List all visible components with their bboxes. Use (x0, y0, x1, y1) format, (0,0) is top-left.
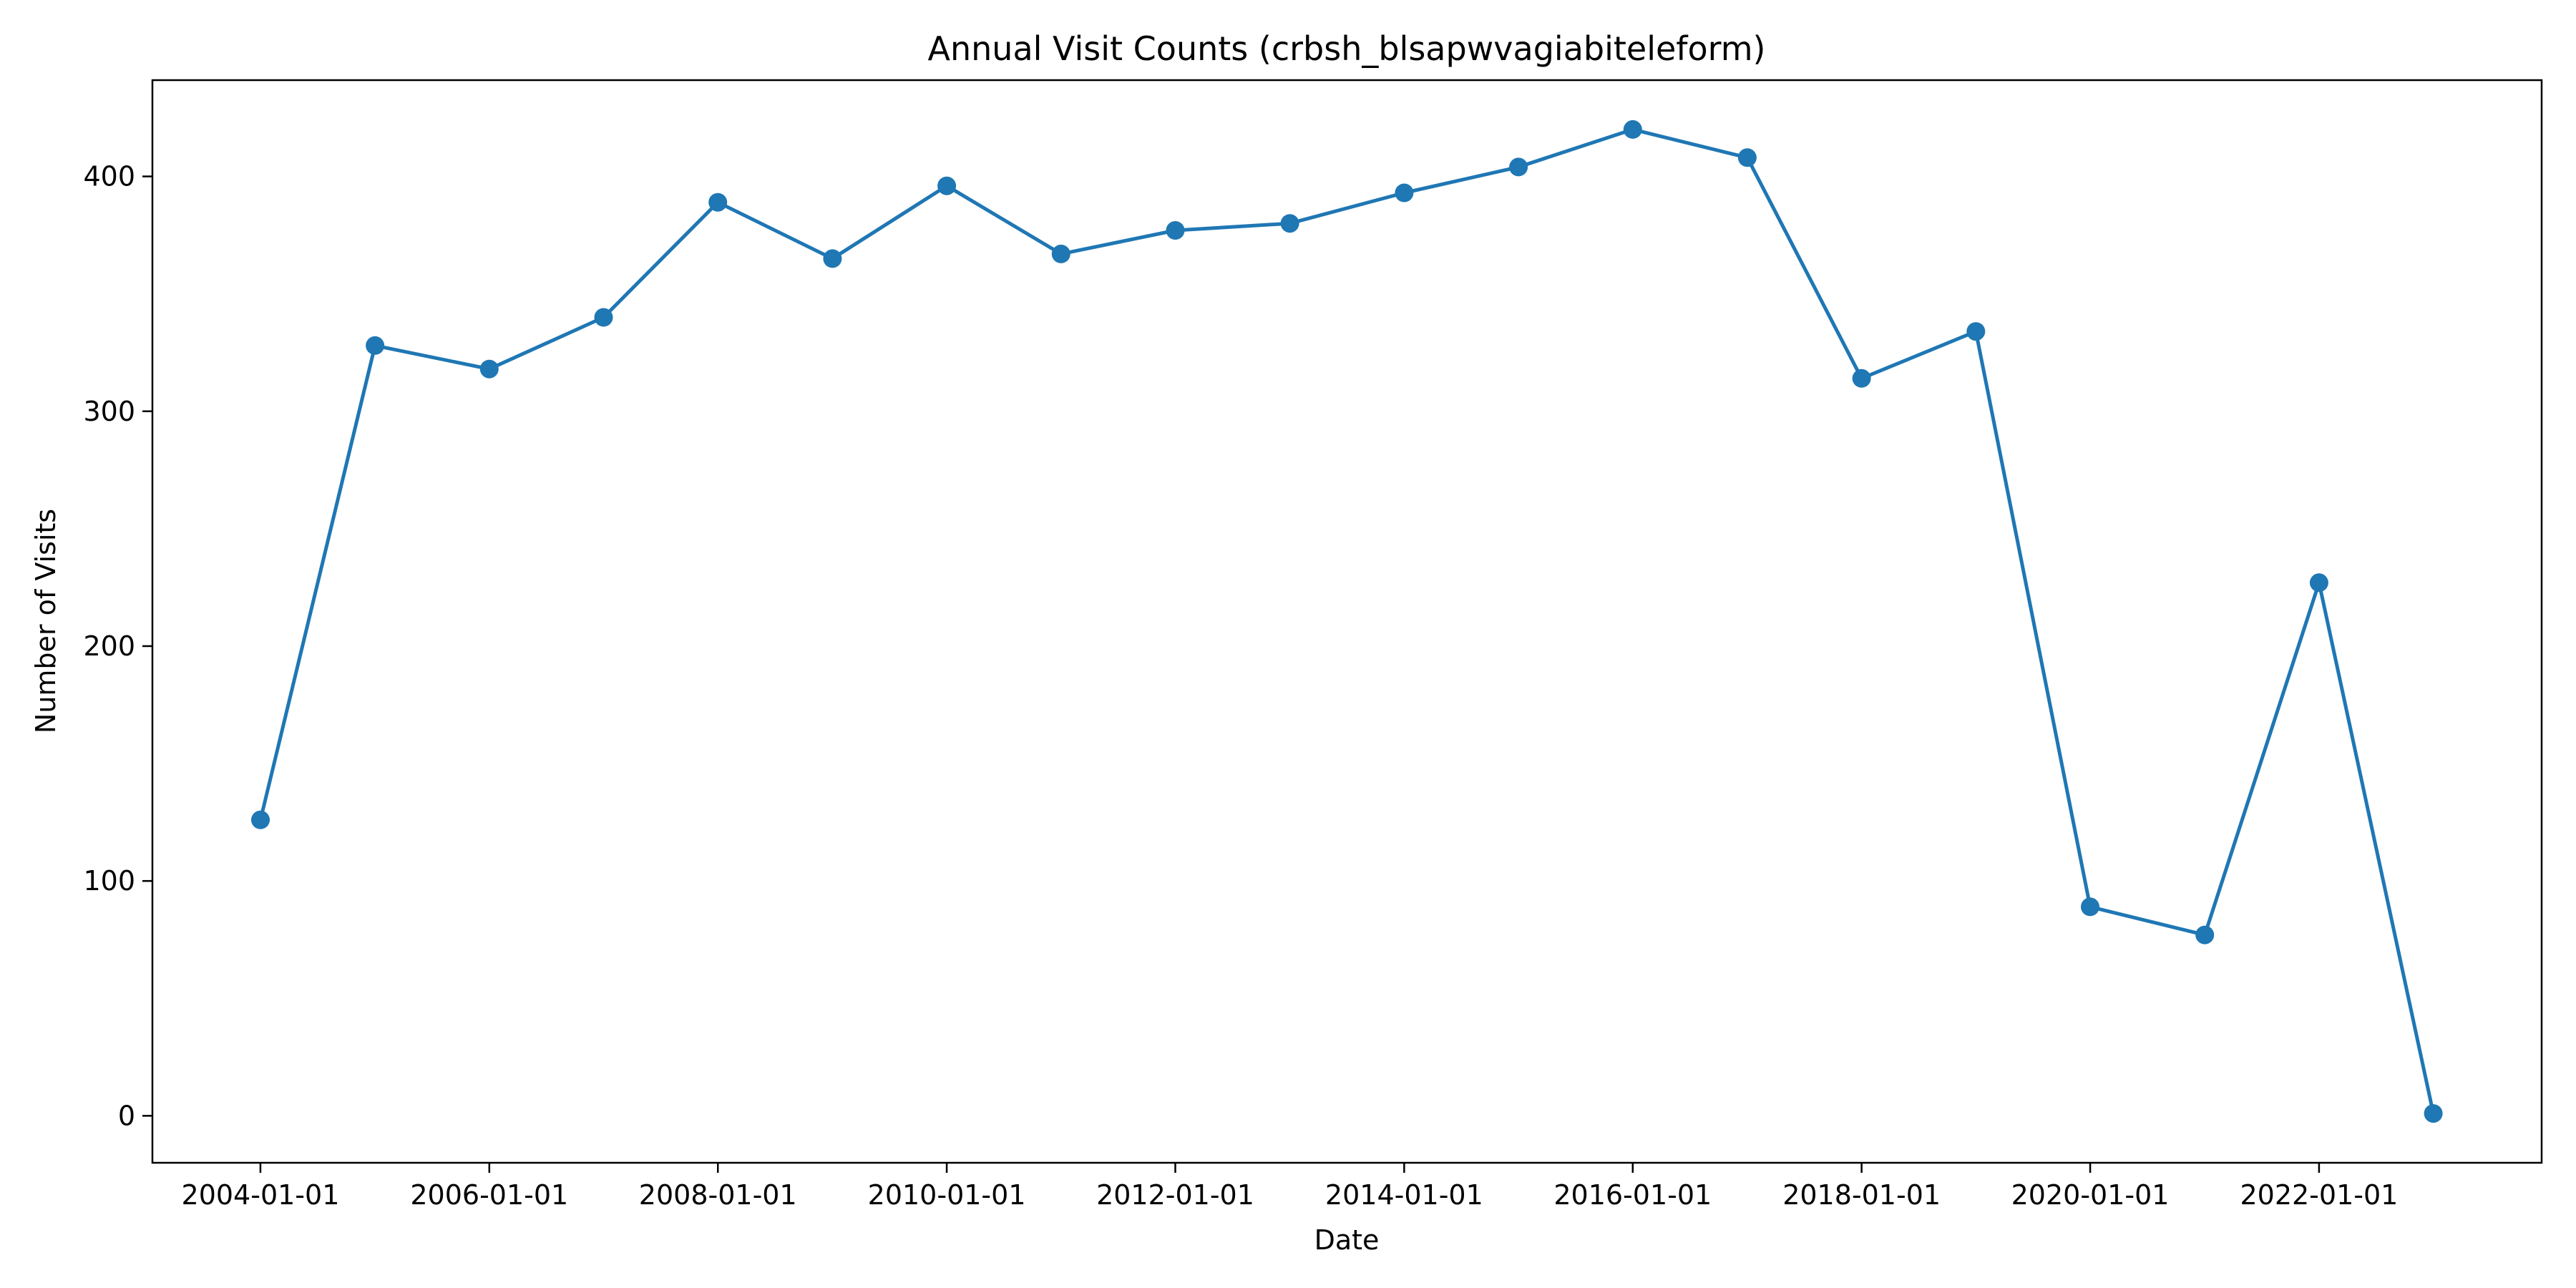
y-tick-label: 100 (83, 865, 135, 897)
x-tick-label: 2008-01-01 (639, 1179, 797, 1211)
y-tick-label: 400 (83, 161, 135, 192)
data-point (479, 359, 499, 379)
data-point (2424, 1104, 2443, 1123)
y-tick-label: 200 (83, 630, 135, 662)
data-point (366, 336, 385, 355)
data-point (2195, 925, 2215, 945)
x-tick-label: 2016-01-01 (1553, 1179, 1712, 1211)
data-point (1166, 221, 1185, 240)
data-point (1395, 183, 1414, 203)
x-tick-label: 2020-01-01 (2011, 1179, 2170, 1211)
data-point (1737, 148, 1757, 167)
series-layer (251, 119, 2443, 1123)
data-point (823, 249, 842, 268)
data-point (937, 176, 957, 195)
y-axis-ticks: 0 100 200 300 400 (83, 161, 152, 1131)
plot-area-frame (151, 79, 2543, 1164)
data-point (1852, 369, 1871, 388)
chart-title: Annual Visit Counts (crbsh_blsapwvagiabi… (928, 29, 1766, 68)
x-tick-label: 2006-01-01 (410, 1179, 568, 1211)
data-point (708, 192, 728, 212)
x-axis-label: Date (1314, 1224, 1380, 1256)
data-point (2081, 897, 2099, 917)
y-axis-label: Number of Visits (30, 509, 62, 733)
x-tick-label: 2018-01-01 (1782, 1179, 1941, 1211)
x-axis-ticks: 2004-01-01 2006-01-01 2008-01-01 2010-01-01… (182, 1163, 2398, 1211)
y-tick-label: 0 (118, 1100, 135, 1131)
x-tick-label: 2004-01-01 (182, 1179, 340, 1211)
data-point (1623, 119, 1642, 139)
data-point (2309, 573, 2328, 592)
data-point (1509, 157, 1528, 177)
x-tick-label: 2014-01-01 (1325, 1179, 1483, 1211)
series-line (258, 127, 2436, 1116)
data-point (1966, 322, 1986, 341)
y-tick-label: 300 (83, 396, 135, 427)
data-point (1280, 214, 1299, 233)
x-tick-label: 2022-01-01 (2240, 1179, 2398, 1211)
data-point (594, 308, 613, 327)
data-point (251, 810, 270, 829)
x-tick-label: 2012-01-01 (1096, 1179, 1254, 1211)
x-tick-label: 2010-01-01 (868, 1179, 1026, 1211)
data-point (1051, 244, 1070, 263)
